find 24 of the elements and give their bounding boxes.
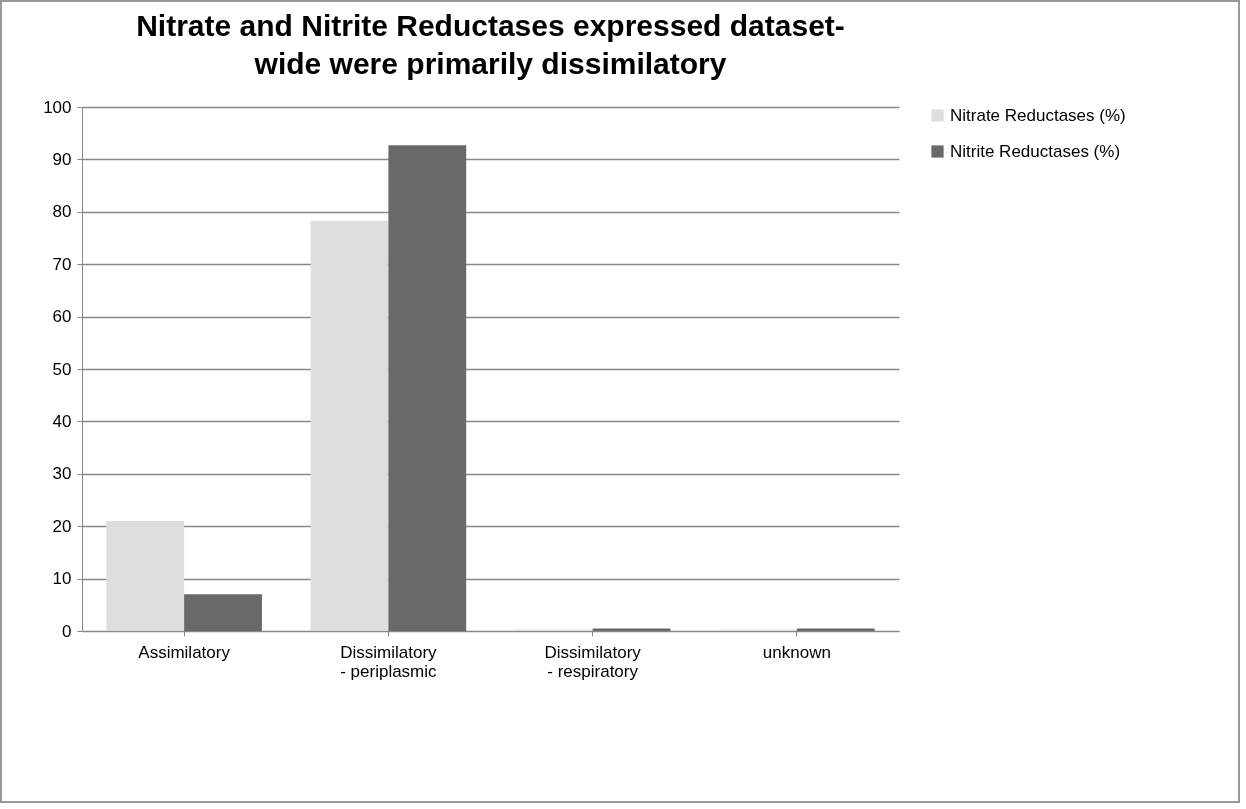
x-tick-label: Assimilatory xyxy=(138,642,231,662)
y-tick-label: 80 xyxy=(52,202,72,222)
y-tick-label: 10 xyxy=(52,569,72,589)
bar xyxy=(310,220,389,631)
y-tick-label: 20 xyxy=(52,516,72,536)
x-tick-label: Dissimilatory - respiratory xyxy=(544,642,642,681)
y-tick-label: 50 xyxy=(52,359,72,379)
legend-label: Nitrite Reductases (%) xyxy=(950,141,1121,161)
x-tick-label: Dissimilatory - periplasmic xyxy=(340,642,438,681)
bar xyxy=(388,145,467,631)
y-tick-label: 100 xyxy=(43,97,72,117)
bar xyxy=(184,594,262,631)
y-tick-label: 30 xyxy=(52,464,72,484)
y-tick-label: 60 xyxy=(52,307,72,327)
bar xyxy=(106,520,185,631)
legend-label: Nitrate Reductases (%) xyxy=(950,105,1126,125)
y-tick-label: 40 xyxy=(52,411,72,431)
x-tick-label: unknown xyxy=(762,642,831,662)
y-tick-label: 70 xyxy=(52,254,72,274)
chart-title: Nitrate and Nitrite Reductases expressed dataset-wide were primarily dissimilatory xyxy=(136,9,845,80)
y-tick-label: 0 xyxy=(62,621,72,641)
bar xyxy=(796,628,875,631)
bar xyxy=(592,628,671,631)
y-tick-label: 90 xyxy=(52,149,72,169)
